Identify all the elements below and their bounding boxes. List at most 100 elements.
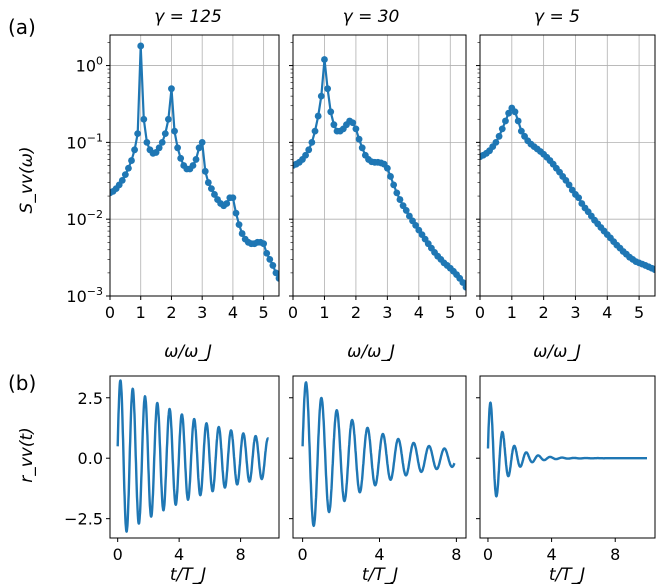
x-tick-label: 0 [483, 545, 493, 564]
x-tick-label: 8 [610, 545, 620, 564]
data-point [517, 127, 525, 135]
data-point [308, 138, 316, 146]
data-point [405, 212, 413, 220]
data-point [164, 115, 172, 123]
data-point [305, 146, 313, 154]
data-point [201, 167, 209, 175]
data-point [358, 144, 366, 152]
y-tick-label: 100 [76, 55, 103, 76]
data-point [390, 181, 398, 189]
axes-frame [109, 34, 280, 297]
correlation-panel-gamma-30: 0 4 8 [289, 375, 467, 564]
data-point [330, 121, 338, 129]
data-point [575, 194, 583, 202]
y-tick-label: −2.5 [64, 510, 103, 529]
data-point [327, 108, 335, 116]
series-line [486, 401, 648, 498]
y-tick-label: 10−1 [66, 131, 103, 152]
correlation-panel-gamma-125: 0 4 8 −2.5 0.0 2.5 [64, 375, 280, 564]
x-tick-label: 1 [136, 303, 146, 322]
data-point [502, 117, 509, 125]
x-tick-label: 8 [451, 545, 461, 564]
axes-frame [109, 375, 280, 539]
data-point [125, 164, 132, 172]
x-tick-label: 5 [634, 303, 644, 322]
data-point [387, 173, 394, 180]
data-point [272, 269, 279, 277]
data-point [393, 189, 401, 197]
data-point [317, 92, 325, 100]
data-point [275, 274, 279, 282]
data-point [651, 266, 655, 274]
x-tick-label: 0 [105, 303, 115, 322]
x-axis-label-a1: ω/ω_J [164, 342, 212, 362]
data-point [462, 283, 466, 291]
data-point [198, 138, 206, 146]
data-point [266, 255, 274, 263]
data-point [204, 179, 212, 186]
x-tick-label: 4 [414, 303, 424, 322]
x-tick-label: 4 [546, 545, 556, 564]
x-axis-label-a3: ω/ω_J [533, 342, 581, 362]
y-tick-label: 10−2 [66, 208, 103, 229]
data-point [235, 221, 243, 229]
series-line [301, 381, 456, 527]
x-axis-label-b3: t/T_J [549, 565, 585, 585]
data-point [229, 194, 237, 202]
x-tick-label: 0 [475, 303, 485, 322]
data-point [396, 196, 404, 203]
data-point [158, 138, 166, 146]
data-point [155, 144, 163, 152]
series-line [480, 106, 655, 271]
panel-label-b: (b) [8, 371, 36, 395]
data-point [232, 209, 240, 217]
x-tick-label: 3 [197, 303, 207, 322]
data-point [269, 262, 277, 269]
data-point [140, 115, 148, 123]
data-point [314, 112, 322, 120]
axes-frame [292, 34, 467, 297]
x-tick-label: 4 [374, 545, 384, 564]
data-point [211, 191, 218, 198]
data-point [263, 249, 271, 257]
data-point [189, 162, 197, 169]
data-point [121, 171, 129, 179]
x-tick-label: 2 [166, 303, 176, 322]
data-point [495, 132, 503, 140]
x-tick-label: 3 [382, 303, 392, 322]
y-tick-label: 10−3 [66, 285, 103, 306]
x-tick-label: 0 [288, 303, 298, 322]
data-point [324, 85, 331, 93]
axes-frame [479, 375, 656, 539]
panel-label-a: (a) [8, 15, 36, 39]
data-point [492, 138, 500, 146]
data-point [238, 230, 246, 237]
spectrum-panel-gamma-30: 0 1 2 3 4 5 [288, 34, 467, 322]
data-point [177, 154, 185, 162]
data-point [349, 119, 357, 127]
series-line [293, 58, 466, 288]
x-tick-label: 8 [235, 545, 245, 564]
data-point [352, 125, 360, 133]
data-point [459, 279, 466, 286]
x-tick-label: 0 [298, 545, 308, 564]
data-point [137, 42, 145, 50]
x-tick-label: 3 [570, 303, 580, 322]
data-point [208, 185, 215, 193]
x-tick-label: 2 [351, 303, 361, 322]
data-point [498, 125, 506, 133]
data-point [565, 181, 573, 189]
data-point [131, 146, 138, 154]
series-line [116, 379, 270, 533]
x-tick-label: 4 [602, 303, 612, 322]
x-axis-label-b2: t/T_J [362, 565, 398, 585]
axes-frame [479, 34, 656, 297]
y-axis-label-a: S_vv(ω) [17, 147, 37, 214]
spectrum-panel-gamma-5: 0 1 2 3 4 5 [475, 34, 656, 322]
correlation-panel-gamma-5: 0 4 8 [476, 375, 656, 564]
data-point [511, 108, 519, 116]
data-point [168, 85, 175, 93]
data-point [402, 207, 410, 214]
data-point [383, 164, 391, 172]
